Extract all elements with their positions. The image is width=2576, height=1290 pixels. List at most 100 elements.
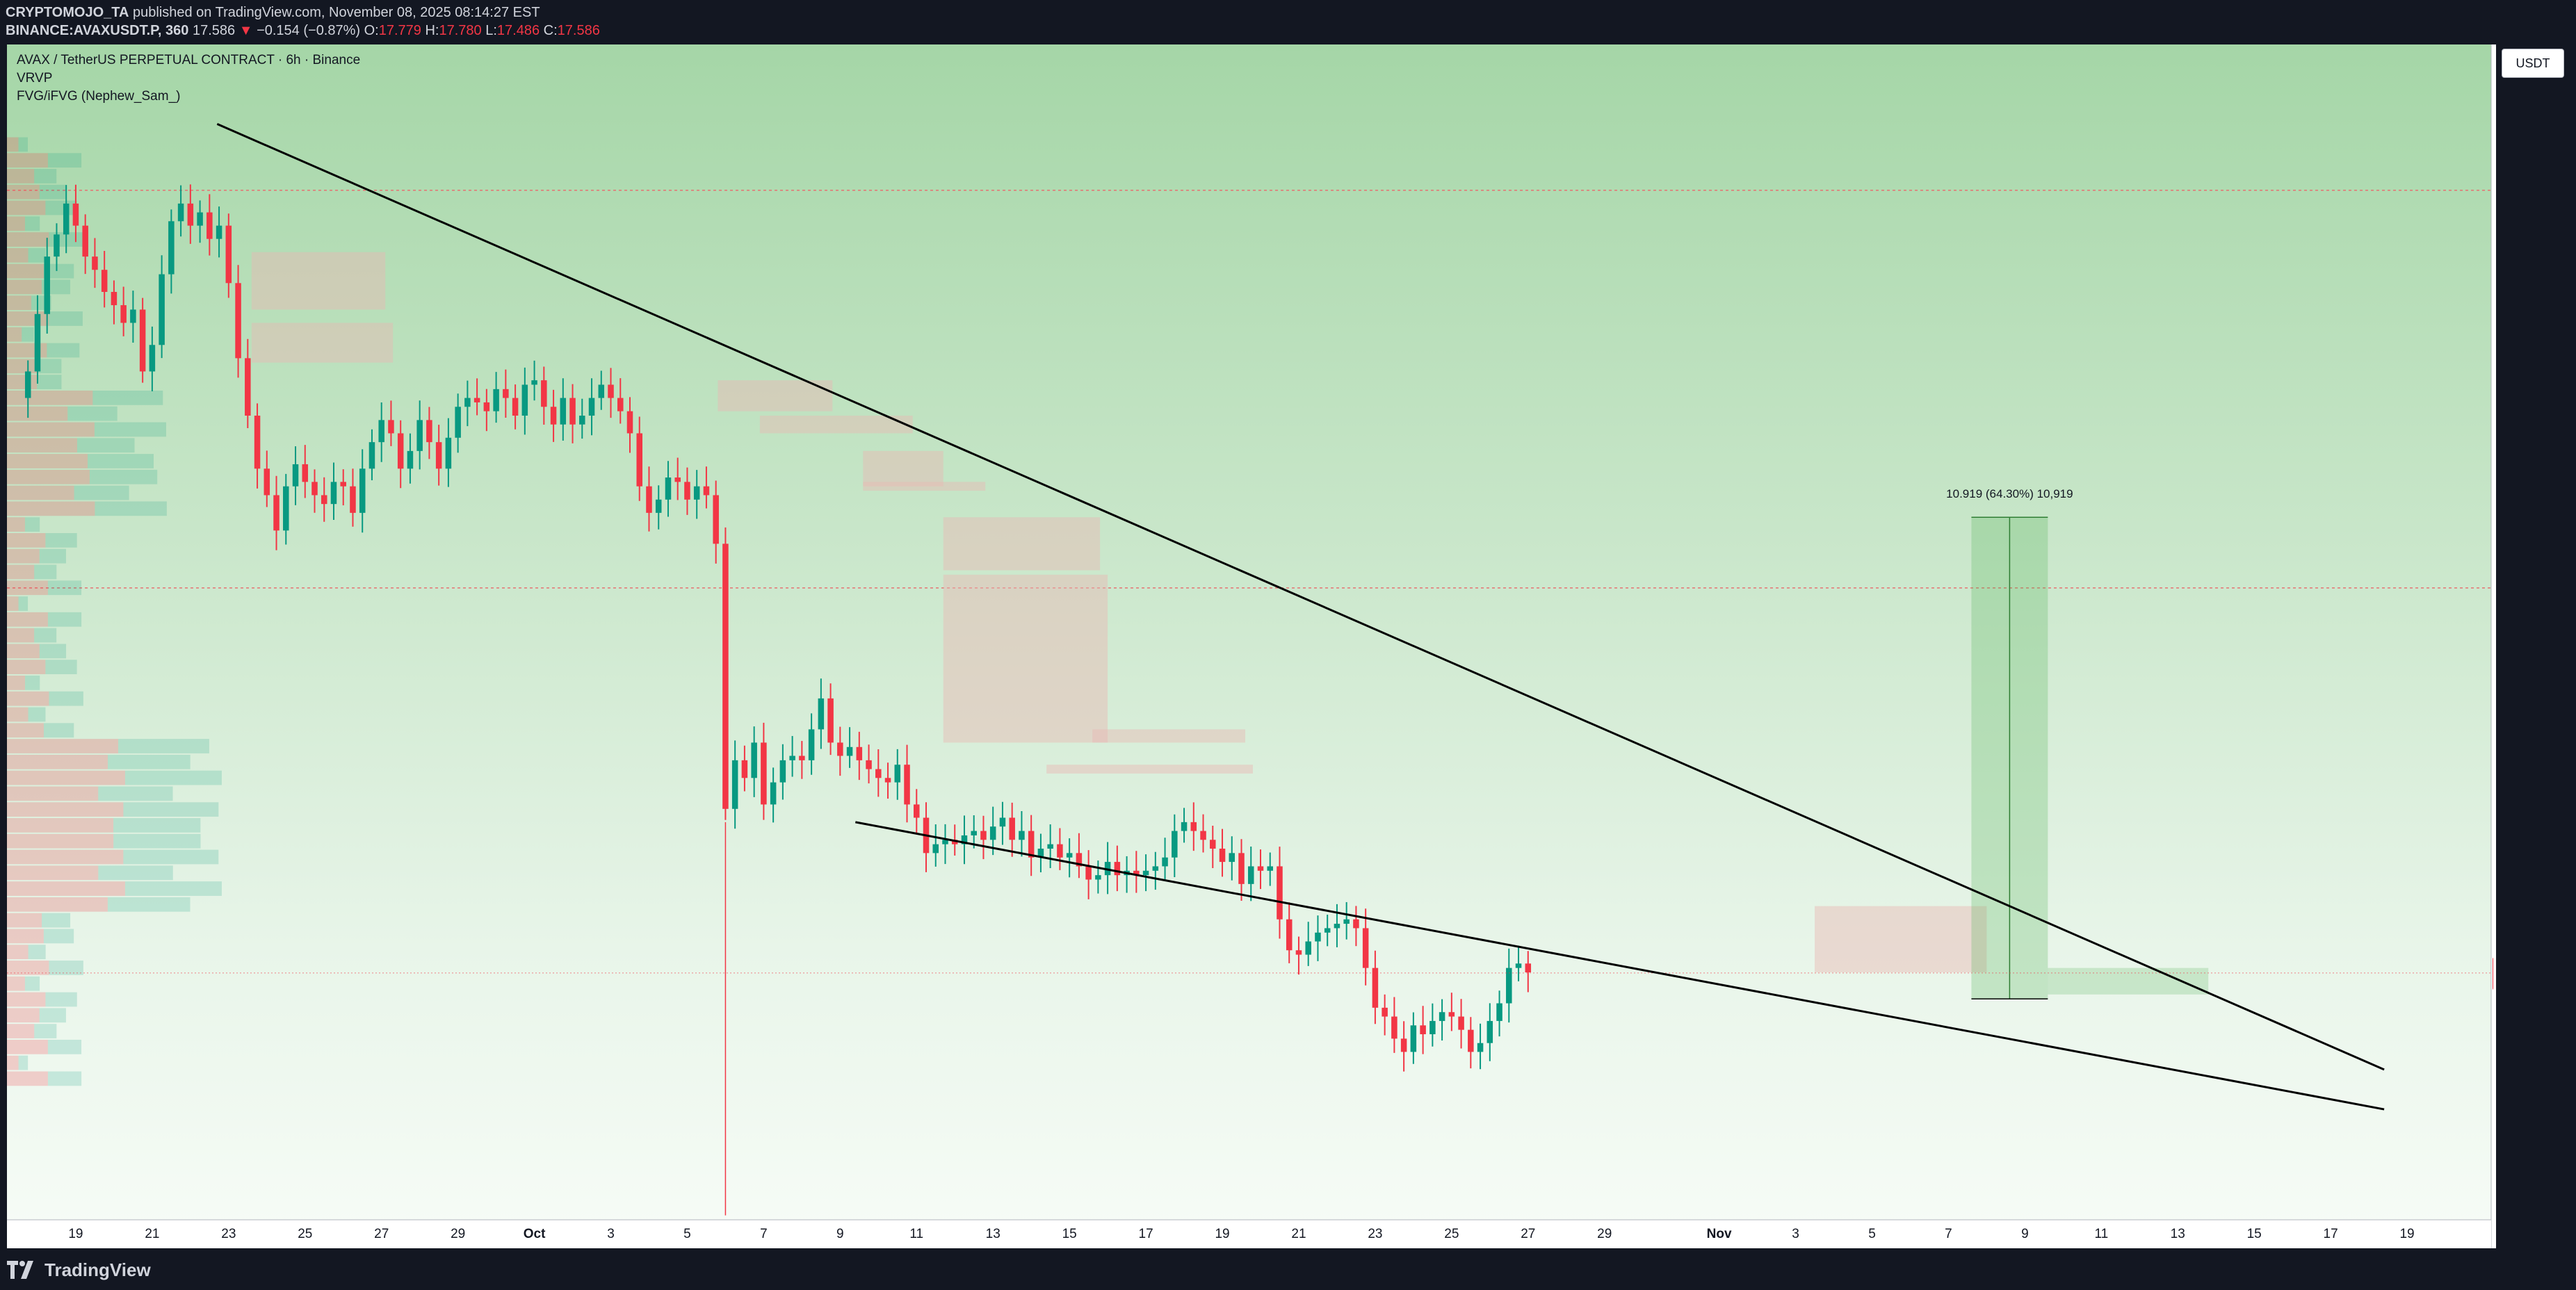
candle-body	[407, 450, 414, 469]
candle-body	[779, 760, 786, 783]
last-price: 17.586	[192, 23, 236, 38]
legend-title[interactable]: AVAX / TetherUS PERPETUAL CONTRACT · 6h …	[17, 53, 361, 67]
volume-profile-bar	[49, 961, 83, 975]
fvg-zone	[251, 322, 394, 363]
candle-body	[1305, 941, 1311, 955]
candle-body	[751, 742, 757, 778]
candle-body	[493, 389, 499, 411]
candle-body	[799, 756, 805, 760]
volume-profile-bar	[28, 247, 46, 263]
volume-profile-bar	[28, 707, 46, 722]
tradingview-logo[interactable]: TradingView	[7, 1258, 151, 1282]
candle-body	[731, 760, 738, 809]
volume-profile-bar	[25, 676, 40, 690]
volume-profile-bar	[7, 501, 95, 516]
volume-profile-bar	[7, 279, 42, 295]
volume-profile-bar	[7, 849, 124, 865]
candle-body	[722, 544, 729, 809]
volume-profile-bar	[34, 1024, 57, 1038]
volume-profile-bar	[7, 628, 35, 643]
candle-body	[139, 309, 146, 372]
volume-profile-bar	[124, 881, 222, 896]
volume-profile-bar	[7, 976, 25, 991]
volume-profile-bar	[7, 660, 46, 675]
volume-profile-bar	[42, 913, 71, 928]
candle-body	[932, 844, 939, 854]
volume-profile-bar	[7, 184, 40, 199]
open-label: O:	[364, 23, 379, 38]
candle-body	[292, 464, 299, 487]
volume-profile-bar	[7, 913, 42, 928]
volume-profile-bar	[49, 691, 83, 706]
candle-body	[1525, 963, 1532, 972]
volume-profile-bar	[7, 580, 48, 596]
volume-profile-bar	[39, 1008, 66, 1023]
volume-profile-bar	[43, 929, 74, 944]
candle-body	[521, 384, 528, 416]
time-tick-label: 17	[1139, 1227, 1153, 1241]
candle-body	[206, 212, 213, 239]
publisher-name[interactable]: CRYPTOMOJO_TA	[6, 5, 129, 20]
candle-body	[942, 840, 948, 844]
volume-profile-bar	[7, 517, 25, 532]
lower-trendline	[855, 821, 2385, 1111]
volume-profile-bar	[47, 1039, 82, 1054]
volume-profile-bar	[7, 311, 49, 326]
fvg-zone	[718, 380, 833, 411]
chart-pane[interactable]: 10.919 (64.30%) 10,91913.00014.00015.000…	[7, 44, 2496, 1248]
time-tick-label: 19	[68, 1227, 83, 1241]
publish-header: CRYPTOMOJO_TA published on TradingView.c…	[0, 0, 2576, 44]
volume-profile-bar	[98, 786, 173, 801]
legend-indicator-vrvp[interactable]: VRVP	[17, 71, 53, 85]
candle-body	[999, 817, 1006, 827]
volume-profile-bar	[39, 184, 67, 199]
volume-profile-bar	[43, 263, 74, 279]
candle-body	[1219, 849, 1226, 863]
price-chart[interactable]: 10.919 (64.30%) 10,91913.00014.00015.000…	[7, 44, 2496, 1248]
volume-profile-bar	[7, 865, 99, 881]
candle-body	[311, 482, 318, 496]
volume-profile-bar	[7, 343, 47, 358]
volume-profile-bar	[7, 454, 88, 468]
volume-profile-bar	[24, 517, 40, 532]
candle-body	[273, 495, 280, 531]
candle-body	[1353, 919, 1359, 929]
volume-profile-bar	[7, 263, 44, 279]
legend-indicator-fvg[interactable]: FVG/iFVG (Nephew_Sam_)	[17, 89, 181, 104]
volume-profile-bar	[7, 833, 114, 849]
price-axis	[2491, 44, 2496, 1248]
measure-label: 10.919 (64.30%) 10,919	[1946, 487, 2073, 500]
volume-profile-bar	[123, 849, 219, 865]
candle-body	[761, 742, 767, 805]
volume-profile-bar	[88, 454, 154, 468]
chart-legend: AVAX / TetherUS PERPETUAL CONTRACT · 6h …	[17, 51, 360, 106]
volume-profile-bar	[7, 406, 68, 421]
volume-profile-bar	[34, 628, 57, 643]
footer-bar	[0, 1248, 2576, 1290]
candle-body	[1152, 866, 1159, 871]
volume-profile-bar	[34, 169, 57, 183]
volume-profile-bar	[39, 644, 67, 659]
candle-body	[989, 826, 996, 840]
symbol-label: BINANCE:AVAXUSDT.P, 360	[6, 23, 189, 38]
volume-profile-bar	[108, 754, 191, 769]
candle-body	[82, 225, 88, 257]
time-tick-label: 25	[1444, 1227, 1459, 1241]
candle-body	[330, 482, 337, 505]
candle-body	[1066, 853, 1073, 858]
close-value: 17.586	[557, 23, 600, 38]
candle-body	[904, 765, 910, 805]
volume-profile-bar	[7, 137, 19, 152]
candle-body	[1076, 853, 1083, 867]
candle-body	[626, 411, 633, 434]
volume-profile-bar	[7, 375, 38, 389]
volume-profile-bar	[7, 1039, 48, 1054]
currency-selector[interactable]: USDT	[2502, 49, 2564, 78]
candle-body	[531, 380, 537, 385]
volume-profile-bar	[7, 596, 19, 611]
candle-body	[1277, 866, 1283, 920]
candle-body	[1019, 831, 1025, 840]
time-tick-label: 29	[451, 1227, 465, 1241]
volume-profile-bar	[39, 548, 66, 564]
candle-body	[1172, 831, 1178, 858]
